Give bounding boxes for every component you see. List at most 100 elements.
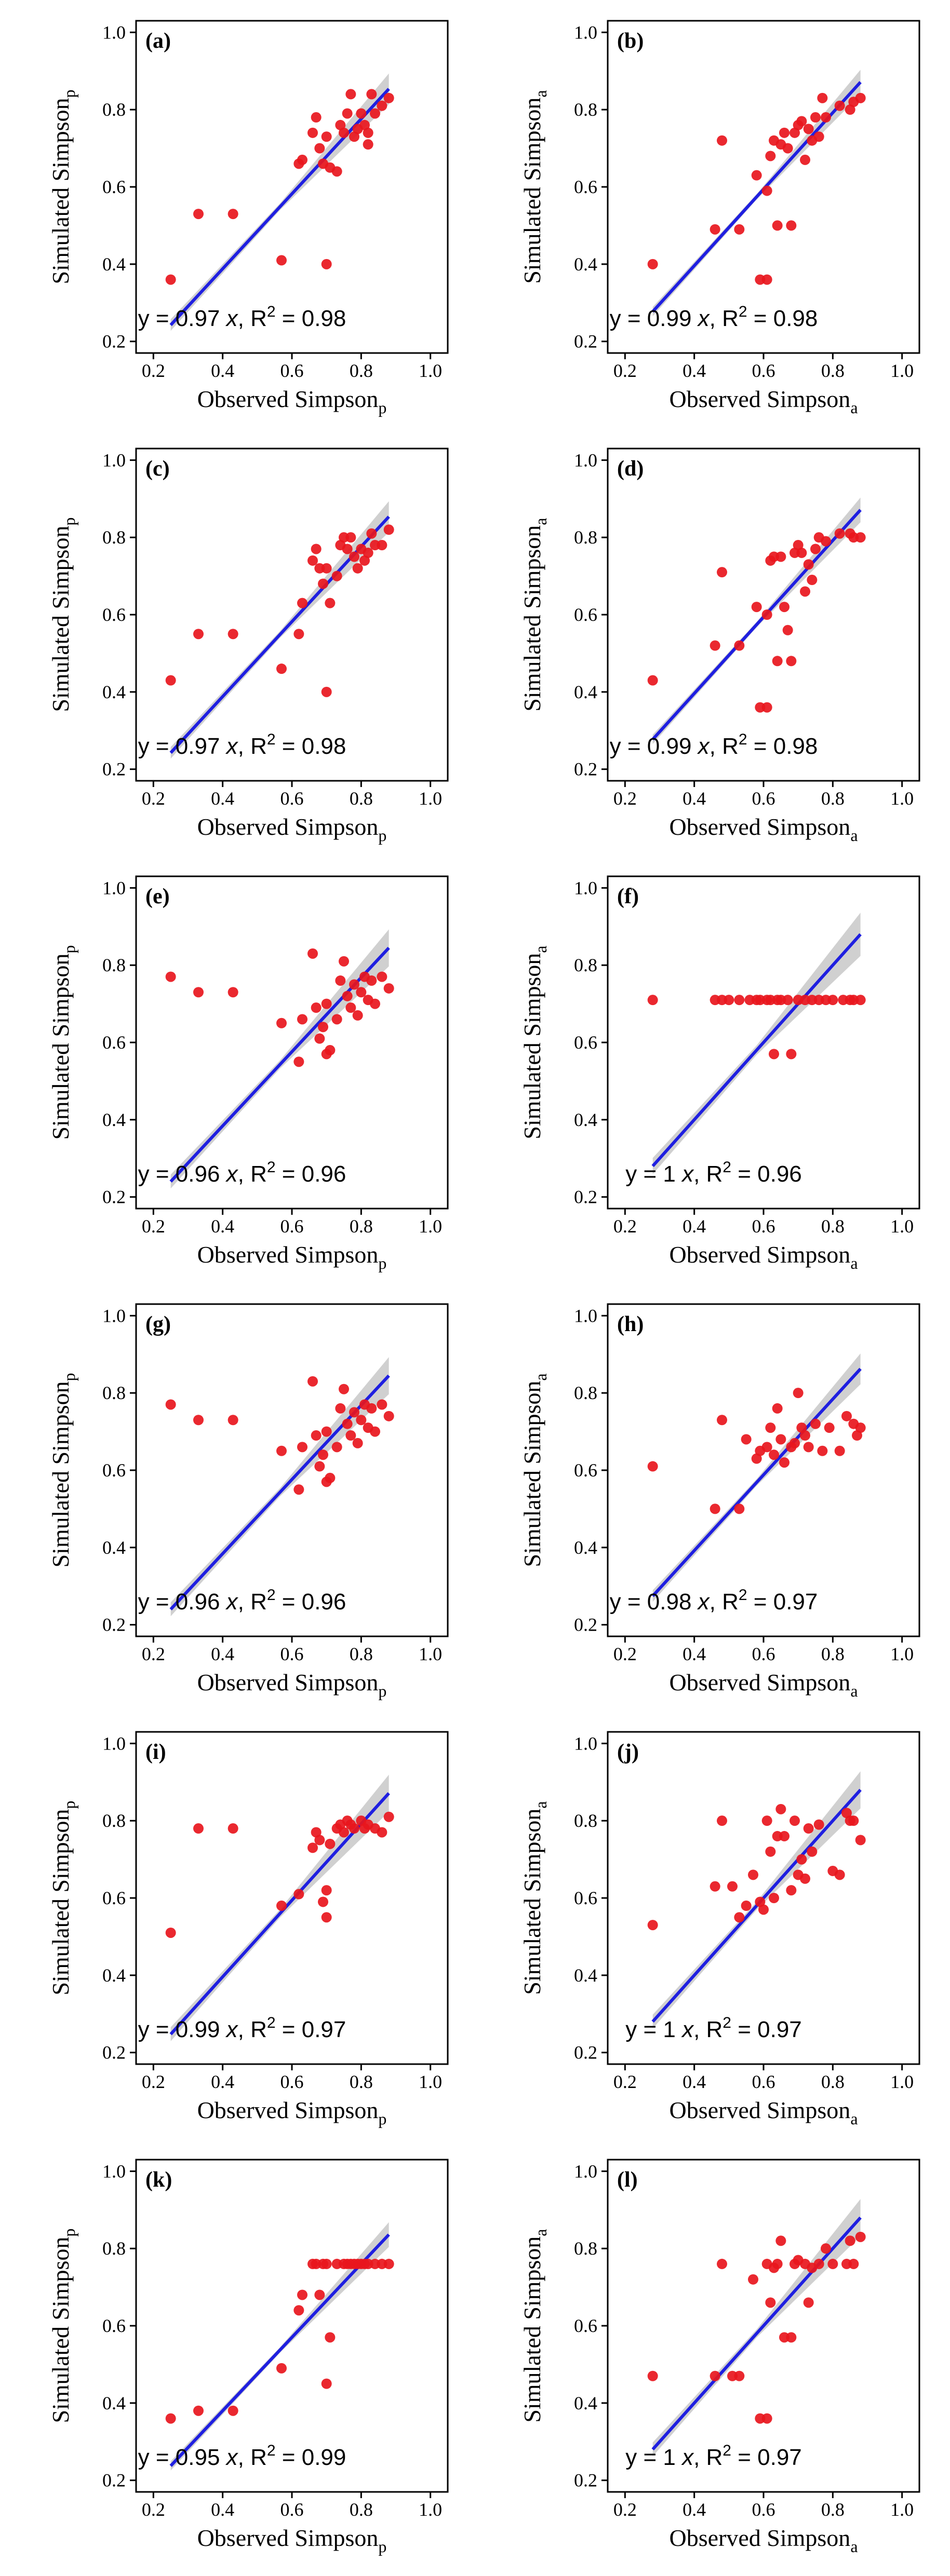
- equation: y = 0.99 x, R2 = 0.98: [610, 731, 818, 759]
- data-point: [276, 1445, 287, 1456]
- data-point: [349, 551, 359, 562]
- data-point: [782, 995, 793, 1006]
- x-tick-label: 0.6: [752, 1644, 775, 1664]
- data-point: [790, 1438, 800, 1448]
- data-point: [366, 89, 377, 100]
- data-point: [772, 220, 783, 231]
- data-point: [852, 1430, 862, 1441]
- data-point: [647, 675, 658, 686]
- equation-lead: y = 0.97: [138, 734, 226, 759]
- equation: y = 0.98 x, R2 = 0.97: [610, 1587, 818, 1615]
- x-tick-label: 0.6: [280, 1644, 304, 1664]
- data-point: [845, 104, 855, 115]
- equation-value: = 0.98: [747, 306, 818, 331]
- y-axis-title-subscript: p: [60, 1800, 78, 1809]
- data-point: [321, 1426, 332, 1437]
- data-point: [751, 170, 762, 181]
- y-tick-label: 0.2: [574, 331, 597, 352]
- y-axis-title: Simulated Simpsona: [519, 1373, 550, 1567]
- equation-sup: 2: [267, 1159, 276, 1176]
- data-point: [734, 1503, 745, 1514]
- equation-r: , R: [238, 1161, 267, 1187]
- data-point: [311, 544, 322, 554]
- data-point: [845, 2235, 855, 2246]
- data-point: [349, 979, 359, 990]
- data-point: [321, 259, 332, 269]
- y-tick-label: 0.8: [574, 99, 597, 120]
- y-axis-title: Simulated Simpsonp: [47, 2228, 78, 2423]
- data-point: [314, 1835, 325, 1846]
- y-tick-label: 0.4: [574, 2393, 597, 2414]
- data-point: [827, 995, 838, 1006]
- y-tick-label: 0.8: [102, 2238, 126, 2259]
- data-point: [769, 1449, 779, 1460]
- data-point: [834, 100, 845, 111]
- panel-label: (c): [145, 457, 170, 481]
- data-point: [345, 1002, 356, 1013]
- data-point: [366, 975, 377, 986]
- x-axis-title: Observed Simpsonp: [197, 814, 387, 845]
- equation: y = 0.99 x, R2 = 0.98: [610, 303, 818, 331]
- panel-label: (b): [617, 29, 644, 53]
- data-point: [335, 975, 346, 986]
- equation-lead: y = 0.99: [138, 2017, 226, 2042]
- x-tick-label: 0.2: [613, 1216, 637, 1237]
- y-axis-title-subscript: p: [60, 517, 78, 525]
- x-tick-label: 0.2: [142, 1644, 165, 1664]
- y-tick-label: 1.0: [102, 1733, 126, 1754]
- data-point: [314, 1461, 325, 1472]
- data-point: [855, 1835, 866, 1846]
- x-axis-title-subscript: a: [850, 826, 858, 845]
- x-tick-label: 0.8: [821, 360, 845, 381]
- panel-j: 0.2 0.2 0.4 0.4 0.6 0.6 0.8 0.8 1.0 1.0 (j) y = 1 x…: [519, 1731, 920, 2128]
- fit-line: [651, 509, 862, 741]
- data-point: [228, 2405, 238, 2416]
- equation-x: x: [225, 2445, 239, 2470]
- y-tick-label: 0.8: [102, 1382, 126, 1403]
- data-point: [325, 2332, 336, 2343]
- data-point: [363, 547, 373, 558]
- x-tick-label: 1.0: [419, 1644, 442, 1664]
- x-axis-title-subscript: p: [378, 2537, 386, 2556]
- data-point: [314, 143, 325, 154]
- x-axis-title-base: Observed Simpson: [669, 1669, 850, 1696]
- y-tick-label: 1.0: [102, 1305, 126, 1326]
- y-axis-title-base: Simulated Simpson: [47, 525, 74, 712]
- y-axis-title-subscript: a: [531, 518, 550, 525]
- fit-line: [651, 933, 862, 1168]
- equation-r: , R: [693, 1161, 722, 1187]
- data-point: [755, 1896, 766, 1907]
- x-axis-title-subscript: p: [378, 2109, 386, 2128]
- x-axis-title: Observed Simpsonp: [197, 2097, 387, 2128]
- y-tick-label: 1.0: [102, 877, 126, 898]
- data-point: [193, 1823, 204, 1834]
- equation-sup: 2: [267, 1587, 276, 1604]
- data-point: [800, 586, 810, 597]
- data-point: [751, 602, 762, 613]
- data-point: [810, 1418, 821, 1429]
- equation-value: = 0.96: [276, 1589, 346, 1615]
- x-axis-title: Observed Simpsona: [669, 814, 858, 845]
- x-tick-label: 0.4: [211, 1216, 234, 1237]
- data-point: [782, 143, 793, 154]
- y-tick-label: 0.4: [102, 1537, 126, 1558]
- x-axis-title: Observed Simpsonp: [197, 1669, 387, 1700]
- data-point: [734, 2370, 745, 2381]
- data-point: [813, 1819, 824, 1830]
- data-point: [761, 2413, 772, 2424]
- x-axis-title-subscript: a: [850, 2537, 858, 2556]
- data-point: [345, 1430, 356, 1441]
- data-point: [331, 1442, 342, 1453]
- data-point: [335, 119, 346, 130]
- plot-frame: [135, 2159, 449, 2493]
- data-point: [765, 1846, 776, 1857]
- equation-value: = 0.98: [747, 734, 818, 759]
- fit-line: [651, 1367, 862, 1597]
- x-tick-label: 1.0: [419, 360, 442, 381]
- x-axis-title-subscript: p: [378, 1682, 386, 1700]
- data-point: [311, 1827, 322, 1838]
- data-point: [311, 1002, 322, 1013]
- data-point: [228, 1415, 238, 1426]
- equation-lead: y = 0.99: [610, 734, 698, 759]
- equation-sup: 2: [267, 303, 276, 320]
